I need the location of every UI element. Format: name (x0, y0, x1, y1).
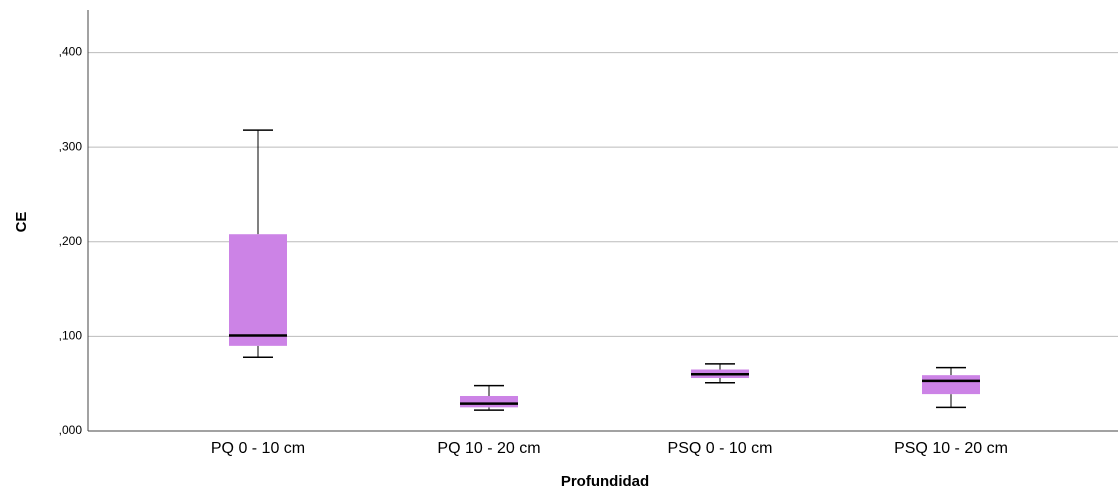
y-tick-label: ,300 (59, 139, 83, 153)
x-tick-label: PSQ 10 - 20 cm (894, 440, 1008, 457)
box (229, 234, 287, 346)
y-axis-title: CE (13, 212, 30, 233)
y-tick-label: ,400 (59, 45, 83, 59)
x-tick-label: PSQ 0 - 10 cm (668, 440, 773, 457)
box (460, 395, 518, 408)
x-tick-label: PQ 0 - 10 cm (211, 440, 305, 457)
y-tick-label: ,200 (59, 234, 83, 248)
y-tick-label: ,000 (59, 423, 83, 437)
x-tick-label: PQ 10 - 20 cm (437, 440, 540, 457)
box (922, 375, 980, 395)
y-tick-label: ,100 (59, 329, 83, 343)
x-axis-title: Profundidad (561, 473, 649, 490)
